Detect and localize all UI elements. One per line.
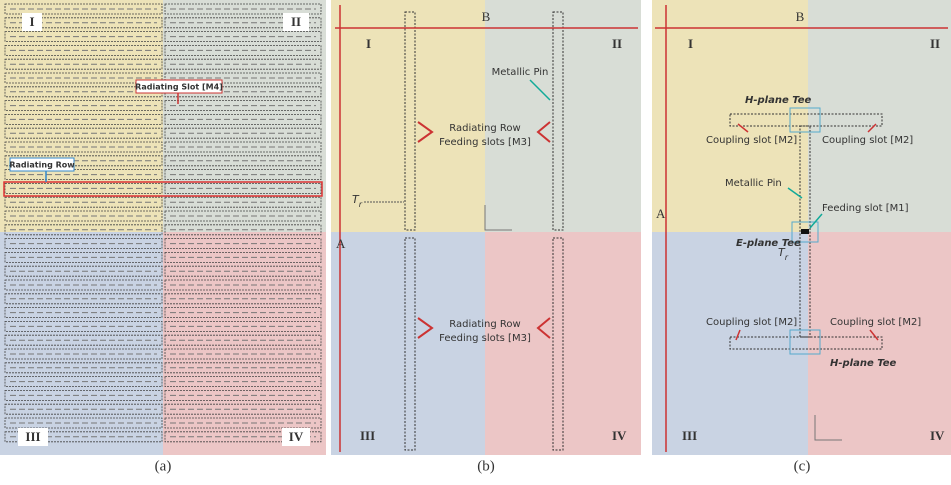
annotation: Feeding slot [M1] <box>822 203 909 214</box>
quadrant-label: IV <box>289 429 304 444</box>
quadrant-label: I <box>366 36 371 51</box>
annotation: Coupling slot [M2] <box>830 317 921 328</box>
callout-text: Radiating Slot [M4] <box>135 83 223 92</box>
figure: I II III IV Radiating Slot [M4] Radiatin… <box>0 0 951 481</box>
quadrant-label: I <box>29 14 34 29</box>
annotation: Radiating Row <box>449 319 520 330</box>
annotation: Feeding slots [M3] <box>439 137 531 148</box>
quadrant-label: IV <box>930 428 945 443</box>
quadrant <box>808 0 951 232</box>
annotation: E-plane Tee <box>736 238 801 249</box>
quadrant-label: II <box>291 14 301 29</box>
dimension-label: A <box>336 236 346 251</box>
feeding-slot <box>801 229 809 234</box>
quadrant-label: IV <box>612 428 627 443</box>
dimension-label: A <box>656 206 666 221</box>
annotation: Feeding slots [M3] <box>439 333 531 344</box>
annotation: Coupling slot [M2] <box>822 135 913 146</box>
annotation: Metallic Pin <box>725 178 782 189</box>
quadrant-label: III <box>25 429 40 444</box>
callout-text: Radiating Row <box>9 161 75 170</box>
dimension-label: B <box>482 9 491 24</box>
caption: (c) <box>794 458 811 474</box>
dimension-label: B <box>796 9 805 24</box>
quadrant-label: III <box>360 428 375 443</box>
annotation: H-plane Tee <box>745 95 812 106</box>
quadrant <box>163 232 326 455</box>
annotation: Coupling slot [M2] <box>706 135 797 146</box>
annotation: Coupling slot [M2] <box>706 317 797 328</box>
panel-a: I II III IV Radiating Slot [M4] Radiatin… <box>0 0 326 474</box>
annotation: H-plane Tee <box>830 358 897 369</box>
quadrant <box>652 232 808 455</box>
quadrant <box>0 232 163 455</box>
annotation: Metallic Pin <box>492 67 549 78</box>
quadrant-label: II <box>930 36 940 51</box>
quadrant <box>808 232 951 455</box>
annotation: Radiating Row <box>449 123 520 134</box>
quadrant-label: III <box>682 428 697 443</box>
caption: (b) <box>477 458 495 474</box>
quadrant-label: I <box>688 36 693 51</box>
caption: (a) <box>155 458 172 474</box>
panel-b: B A I II III IV Radiating Row Feeding sl… <box>331 0 641 474</box>
quadrant-label: II <box>612 36 622 51</box>
panel-c: B A I II III IV H-plane Tee H-plane Tee … <box>652 0 951 474</box>
